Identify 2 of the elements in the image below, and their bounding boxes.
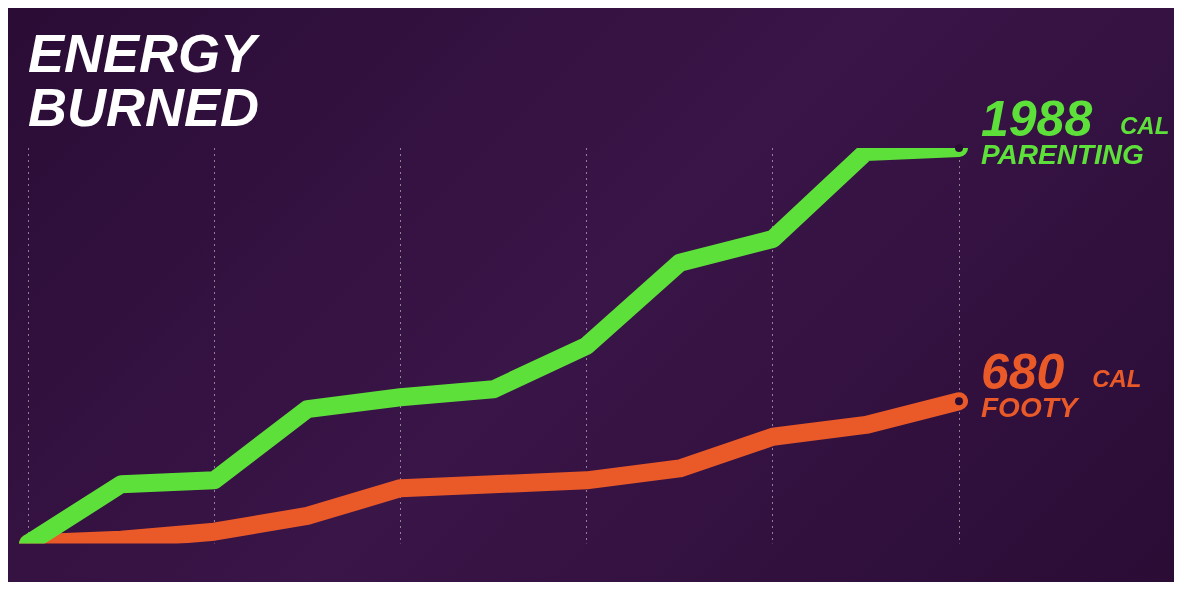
chart-title: ENERGY BURNED [28,22,262,137]
series-label: PARENTING [981,139,1144,170]
